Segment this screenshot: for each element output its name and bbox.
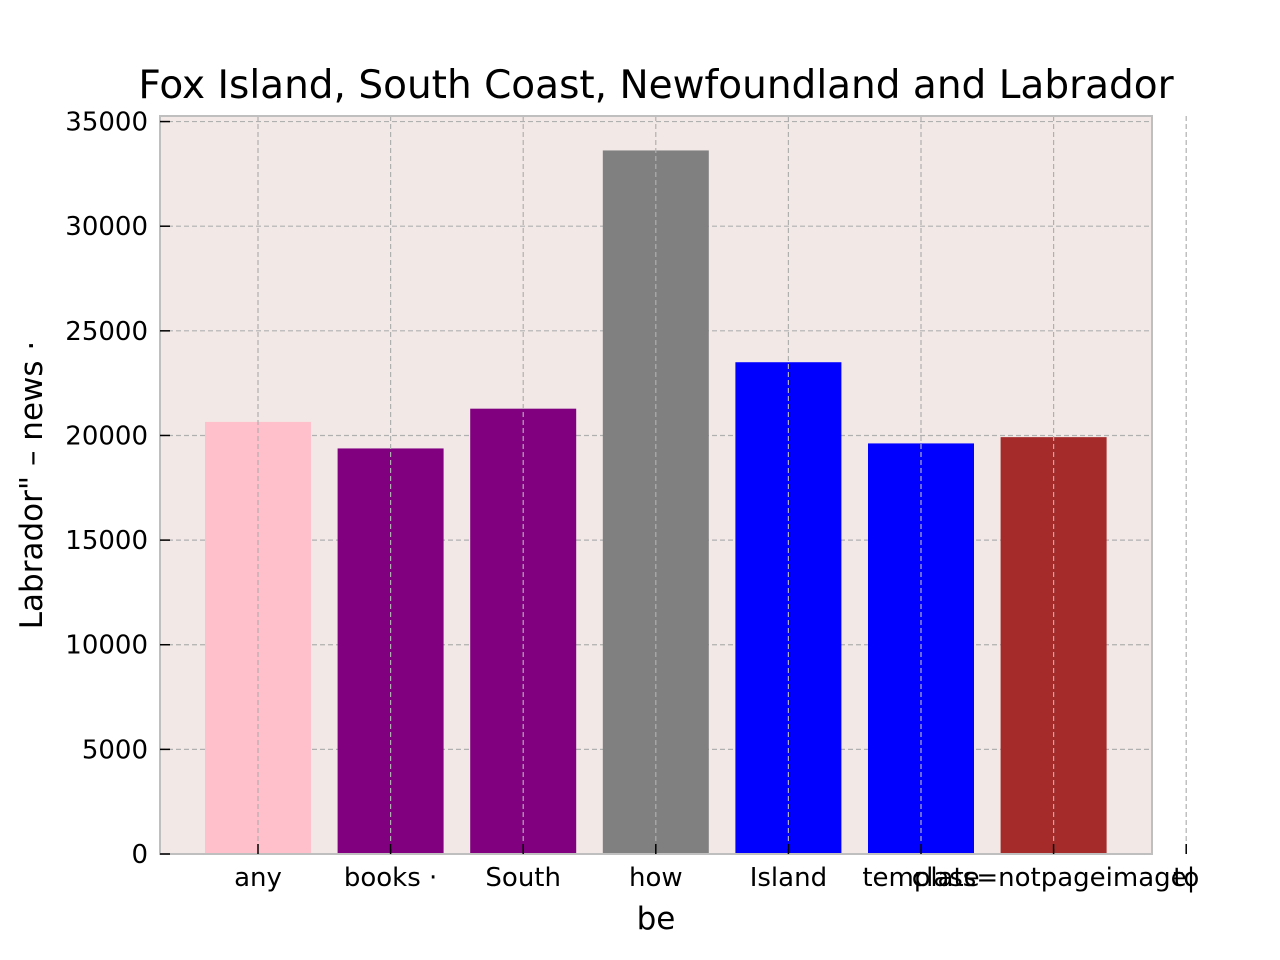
y-tick-label: 15000 (65, 526, 148, 556)
bars (205, 116, 1187, 854)
y-tick-label: 30000 (65, 212, 148, 242)
x-tick-label: South (485, 863, 561, 893)
x-tick-label: how (629, 863, 683, 893)
y-tick-label: 35000 (65, 108, 148, 138)
y-tick-label: 25000 (65, 317, 148, 347)
x-tick-label: class=notpageimage| (912, 863, 1196, 893)
x-tick-label: template (862, 863, 979, 893)
x-tick-label: books · (344, 863, 437, 893)
y-tick-label: 0 (131, 840, 148, 870)
x-axis-label: be (637, 901, 676, 937)
x-tick-label: any (234, 863, 282, 893)
chart-title: Fox Island, South Coast, Newfoundland an… (138, 63, 1174, 108)
ticks: 0 5000 10000 15000 20000 25000 30000 35000 any bo… (65, 108, 1199, 893)
x-tick-label: Island (750, 863, 827, 893)
y-tick-label: 20000 (65, 421, 148, 451)
y-tick-label: 10000 (65, 631, 148, 661)
x-tick-label: to (1173, 863, 1199, 893)
y-tick-label: 5000 (82, 735, 148, 765)
y-axis-label: Labrador" – news · (14, 341, 50, 629)
